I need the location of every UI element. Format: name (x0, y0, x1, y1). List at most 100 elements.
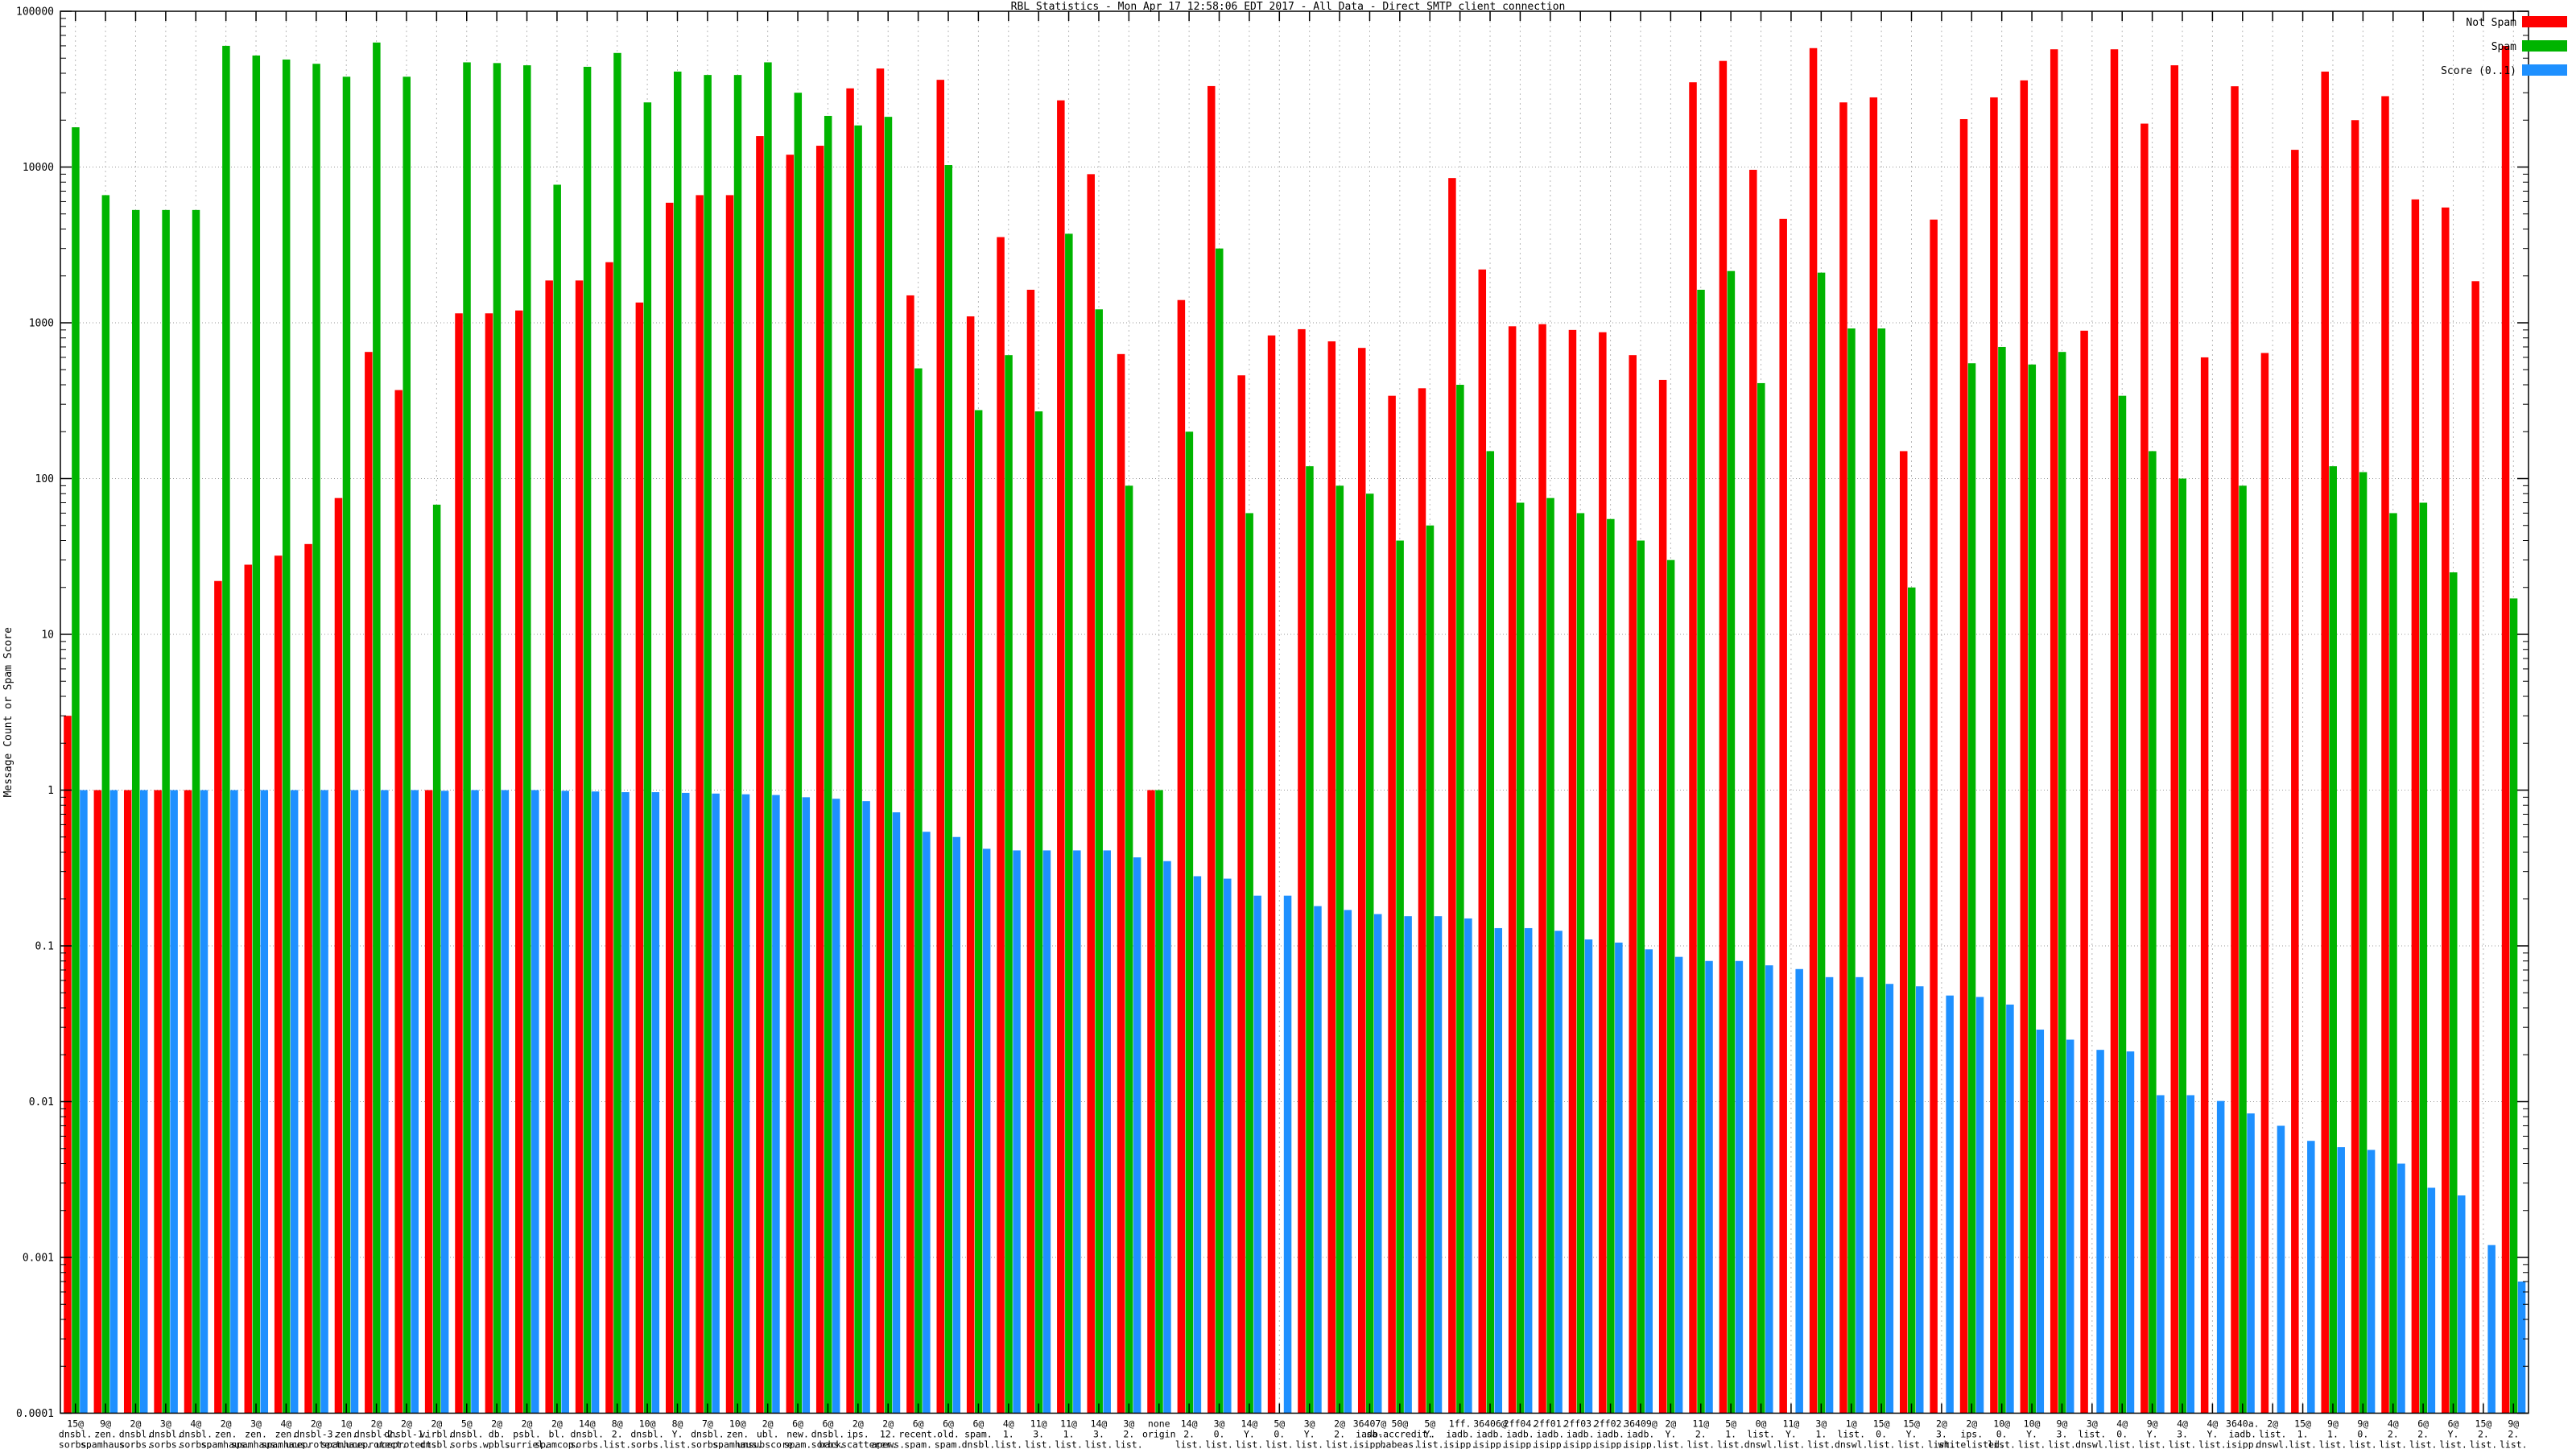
x-tick-label-line: 2. (2388, 1429, 2399, 1440)
x-tick-label: 5@dnsbl.sorbs.netorigin (450, 1418, 484, 1449)
y-tick-label: 1000 (29, 318, 54, 330)
bar-score (1404, 916, 1412, 1414)
x-tick-label-line: sorbs. (59, 1439, 93, 1449)
bar-not-spam (815, 146, 824, 1414)
x-tick-label-line: Y. (2147, 1429, 2158, 1440)
x-tick-label: 2@dnsbl.sorbs.netorigin (119, 1418, 153, 1449)
bar-group (1689, 82, 1713, 1414)
x-tick-label: 2@3.list.dnswl.orgorigin (1928, 1418, 1956, 1449)
x-tick-label-line: dnsbl. (179, 1429, 213, 1440)
bar-group (1839, 102, 1864, 1414)
x-tick-label-line: 5@ (461, 1418, 473, 1430)
x-tick-label: 15@2.list.dnswl.orgorigin (2470, 1418, 2498, 1449)
bar-score (1735, 960, 1744, 1414)
bar-score (1584, 939, 1593, 1414)
x-tick-label-line: spamhaus. (200, 1439, 250, 1449)
x-tick-label-line: 5@ (1274, 1418, 1285, 1430)
bar-group (274, 59, 299, 1414)
legend-swatch (2522, 64, 2567, 76)
x-tick-label-line: 8@ (672, 1418, 683, 1430)
x-tick-label-line: 9@ (2057, 1418, 2068, 1430)
x-tick-label-line: spamhaus. (80, 1439, 130, 1449)
bar-spam (1877, 328, 1886, 1414)
x-tick-label-line: zen. (215, 1429, 237, 1440)
bar-spam (1065, 233, 1073, 1414)
bar-score (741, 794, 750, 1414)
bar-not-spam (424, 790, 433, 1414)
x-tick-label-line: ips. (847, 1429, 869, 1440)
bar-group (2020, 80, 2045, 1414)
x-tick-label-line: 6@ (2448, 1418, 2459, 1430)
bar-score (290, 790, 299, 1414)
x-tick-label-line: 0. (1876, 1429, 1887, 1440)
x-tick-label-line: spam. (784, 1439, 812, 1449)
bar-score (2157, 1095, 2165, 1414)
x-tick-label-line: iadb. (1537, 1429, 1565, 1440)
bar-not-spam (1959, 118, 1968, 1414)
bar-group (2140, 123, 2165, 1414)
x-tick-label-line: spamhaus. (712, 1439, 762, 1449)
bar-spam (674, 71, 682, 1414)
x-tick-label-line: 3@ (1214, 1418, 1225, 1430)
bar-group (2110, 49, 2135, 1414)
x-tick-label-line: zen. (335, 1429, 357, 1440)
bar-group (1388, 395, 1412, 1414)
x-tick-label: 15@1.list.dnswl.orgorigin (2289, 1418, 2317, 1449)
bar-spam (2329, 466, 2337, 1414)
x-tick-label-line: 11@ (1692, 1418, 1709, 1430)
bar-spam (914, 368, 923, 1414)
x-tick-label-line: list. (1897, 1439, 1926, 1449)
bar-spam (764, 62, 772, 1414)
x-tick-label: 36407@iadb.isipp.comorigin (1353, 1418, 1387, 1449)
x-tick-label: 0@list.dnswl.orgorigin (1744, 1418, 1778, 1449)
x-tick-label-line: 6@ (972, 1418, 984, 1430)
x-tick-label-line: iadb. (1596, 1429, 1624, 1440)
bar-not-spam (1869, 97, 1878, 1414)
bar-spam (192, 209, 200, 1414)
x-tick-label-line: 6@ (792, 1418, 803, 1430)
bar-not-spam (846, 88, 854, 1414)
bar-not-spam (1478, 269, 1487, 1414)
x-tick-label-line: 3. (2057, 1429, 2068, 1440)
bar-group (696, 75, 720, 1414)
y-tick-label: 10 (41, 630, 54, 642)
x-tick-label-line: sorbs. (630, 1439, 664, 1449)
x-tick-label: 1@list.dnswl.orgorigin (1835, 1418, 1868, 1449)
bar-group (1599, 332, 1623, 1414)
bar-score (1615, 942, 1623, 1414)
x-tick-label-line: 2@ (1665, 1418, 1676, 1430)
bar-spam (704, 75, 712, 1414)
x-tick-label-line: Y. (672, 1429, 683, 1440)
y-tick-label: 1 (47, 785, 54, 797)
x-tick-label-line: whitelisted. (1938, 1439, 2005, 1449)
x-tick-label-line: list. (2319, 1439, 2347, 1449)
bar-score (230, 790, 238, 1414)
x-tick-label-line: 1. (1063, 1429, 1075, 1440)
x-tick-label-line: sorbs. (571, 1439, 605, 1449)
bar-group (214, 45, 238, 1414)
bar-group (2170, 65, 2195, 1414)
x-tick-label-line: 3@ (160, 1418, 171, 1430)
x-tick-label: 4@dnsbl.sorbs.netorigin (179, 1418, 213, 1449)
x-tick-label-line: 4@ (2116, 1418, 2128, 1430)
x-tick-label: 2ff04.iadb.isipp.comorigin (1504, 1418, 1538, 1449)
y-axis: 100000 10000 1000 100 10 1 0.1 0.01 0.001 0.0001 (16, 6, 2529, 1420)
x-tick-label-line: isipp. (1353, 1439, 1387, 1449)
bar-group (966, 316, 991, 1414)
bar-not-spam (1930, 219, 1938, 1414)
bar-score (440, 791, 449, 1414)
bar-score (471, 790, 479, 1414)
x-tick-label: 10@Y.list.dnswl.orgorigin (2018, 1418, 2046, 1449)
bar-score (2216, 1100, 2225, 1414)
bar-group (365, 42, 389, 1414)
x-tick-label-line: isipp. (1504, 1439, 1538, 1449)
bar-score (2066, 1039, 2074, 1414)
bar-spam (2450, 572, 2458, 1414)
x-tick-label: 15@Y.list.dnswl.orgorigin (1897, 1418, 1926, 1449)
bar-spam (884, 117, 893, 1414)
x-tick-label-line: 2@ (1334, 1418, 1345, 1430)
bar-spam (282, 59, 291, 1414)
x-tick-label-line: iadb. (1356, 1429, 1384, 1440)
bar-score (862, 801, 870, 1414)
bar-not-spam (1448, 178, 1456, 1414)
